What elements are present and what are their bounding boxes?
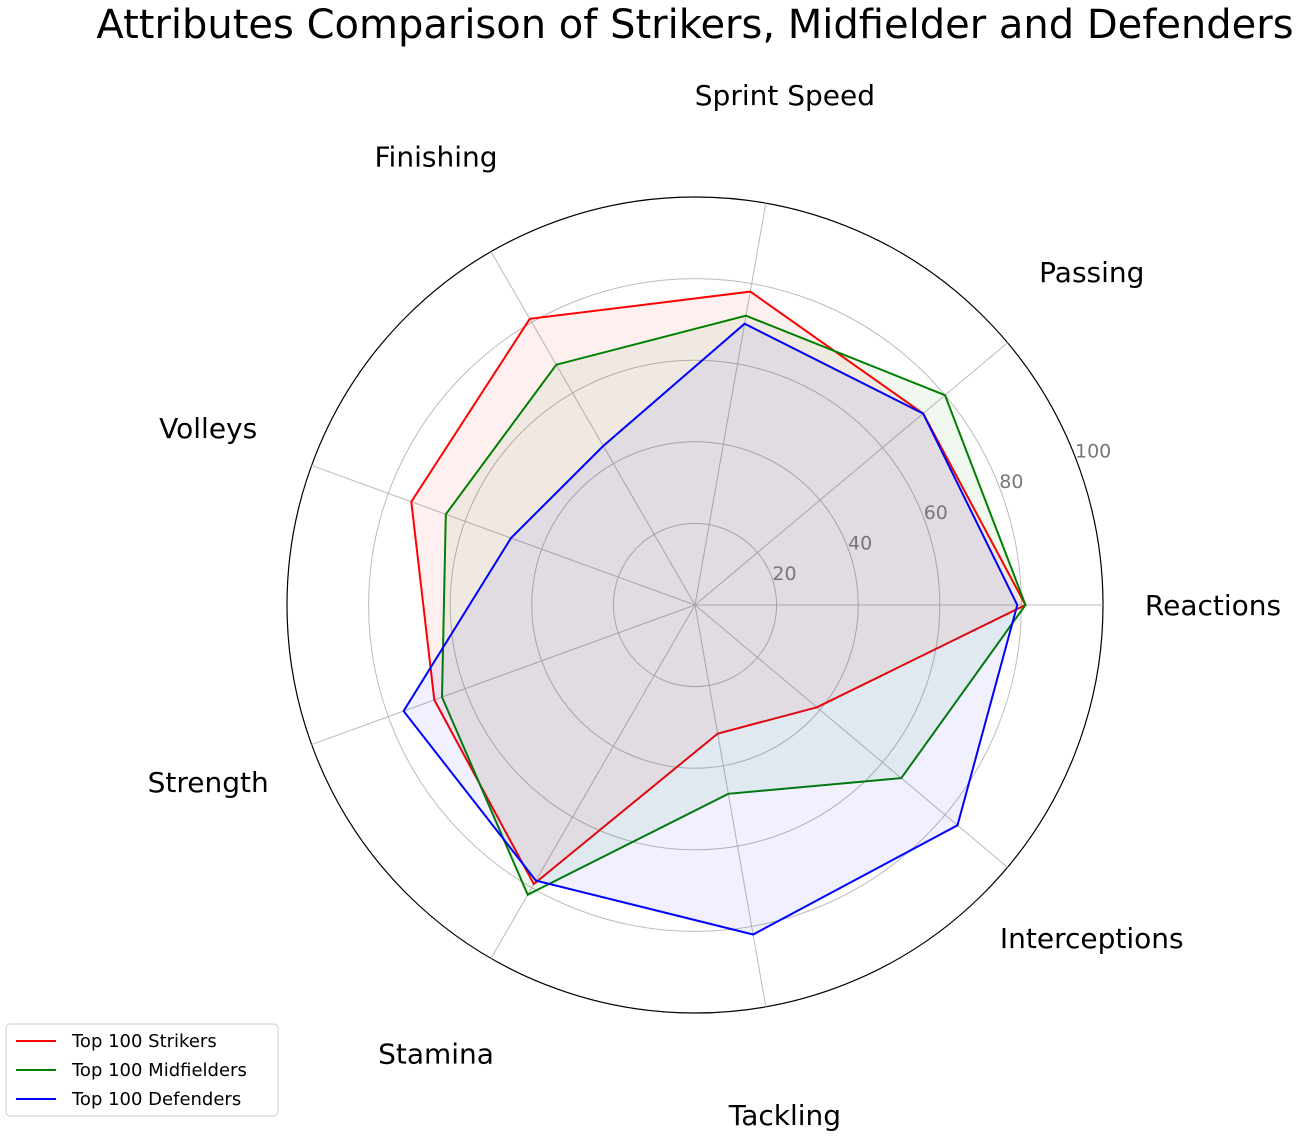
legend-label: Top 100 Strikers [71, 1031, 217, 1052]
axis-label: Stamina [378, 1038, 494, 1071]
axis-label: Sprint Speed [695, 79, 875, 112]
legend-frame [5, 1023, 279, 1117]
axis-label: Volleys [159, 412, 257, 445]
radar-labels: 20 40 60 80 100 Reactions Passing Sprint Speed F… [148, 79, 1281, 1132]
legend: Top 100 Strikers Top 100 Midfielders Top 1… [5, 1023, 279, 1117]
legend-label: Top 100 Defenders [71, 1089, 241, 1110]
axis-spoke [490, 604, 696, 959]
radial-tick-label: 80 [999, 471, 1023, 493]
radar-series [402, 290, 1027, 936]
axis-spoke [311, 604, 696, 746]
radar-grid [286, 196, 1104, 1014]
series-polygon [402, 322, 1019, 936]
axis-spoke [694, 604, 767, 1007]
axis-label: Passing [1039, 256, 1144, 289]
legend-label: Top 100 Midfielders [71, 1060, 247, 1081]
axis-spoke [694, 604, 1008, 868]
radial-tick-label: 100 [1075, 441, 1111, 463]
radial-tick-label: 20 [772, 563, 796, 585]
axis-label: Tackling [728, 1099, 841, 1132]
axis-label: Strength [148, 766, 269, 799]
axis-label: Interceptions [1000, 922, 1184, 955]
radial-tick-label: 40 [848, 532, 872, 554]
axis-spoke [490, 251, 696, 606]
chart-title: Attributes Comparison of Strikers, Midfi… [96, 2, 1293, 48]
axis-spoke [311, 464, 696, 606]
axis-spoke [694, 342, 1008, 606]
axis-label: Finishing [374, 140, 497, 173]
axis-label: Reactions [1145, 589, 1281, 622]
axis-spoke [694, 203, 767, 606]
radial-tick-label: 60 [924, 502, 948, 524]
